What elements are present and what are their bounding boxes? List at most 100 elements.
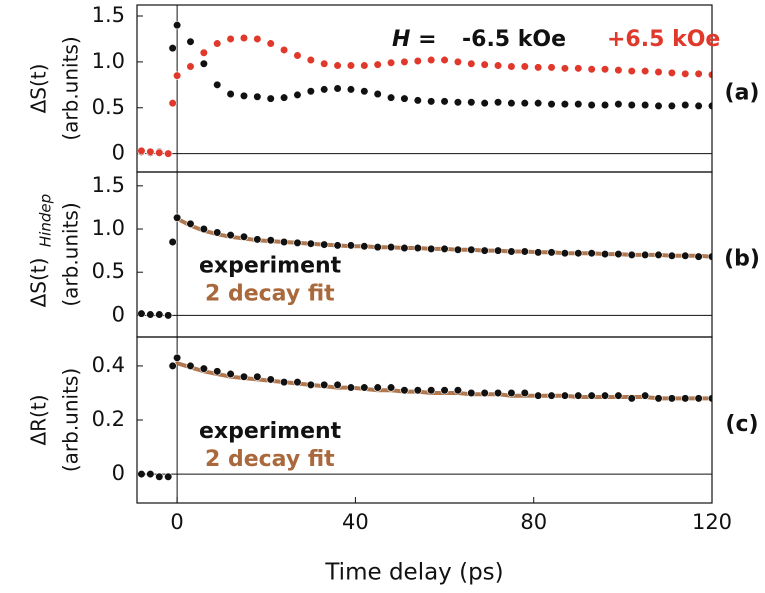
x-tick-label: 0 bbox=[170, 510, 183, 534]
y-tick-label: 1.5 bbox=[92, 3, 125, 27]
legend-label: 2 decay fit bbox=[205, 447, 335, 472]
data-point bbox=[547, 63, 556, 72]
data-point bbox=[186, 37, 195, 46]
y-axis-label: ΔS(t) bbox=[27, 64, 51, 114]
data-point bbox=[226, 89, 235, 99]
panel-label: (b) bbox=[724, 247, 760, 272]
data-point bbox=[600, 100, 610, 110]
data-point bbox=[293, 378, 302, 387]
data-point bbox=[146, 469, 155, 479]
x-axis-label: Time delay (ps) bbox=[324, 560, 503, 586]
panel-label: (c) bbox=[725, 412, 758, 437]
data-point bbox=[547, 99, 556, 109]
y-tick-label: 0 bbox=[112, 302, 125, 326]
data-point bbox=[467, 98, 476, 107]
data-point bbox=[641, 66, 650, 76]
legend-label: +6.5 kOe bbox=[607, 27, 720, 52]
data-point bbox=[440, 244, 449, 253]
data-point bbox=[600, 391, 610, 400]
data-point bbox=[199, 48, 208, 57]
data-point bbox=[654, 394, 663, 403]
data-point bbox=[306, 239, 315, 248]
data-point bbox=[400, 94, 409, 103]
data-point bbox=[453, 245, 463, 254]
y-tick-label: 0 bbox=[112, 141, 125, 165]
data-point bbox=[226, 230, 235, 240]
legend-label: 2 decay fit bbox=[205, 282, 335, 307]
plot-area bbox=[137, 213, 712, 320]
data-point bbox=[574, 391, 583, 400]
data-point bbox=[694, 101, 703, 111]
annotation: H = bbox=[392, 27, 437, 52]
data-point bbox=[279, 45, 289, 55]
x-tick-label: 120 bbox=[692, 510, 732, 534]
data-point bbox=[266, 236, 275, 245]
data-point bbox=[520, 247, 529, 256]
data-point bbox=[168, 44, 177, 53]
plot-area bbox=[137, 353, 712, 481]
data-point bbox=[667, 101, 676, 111]
data-point bbox=[654, 67, 663, 77]
data-point bbox=[239, 91, 249, 100]
y-tick-label: 0.2 bbox=[92, 407, 125, 431]
data-point bbox=[279, 378, 289, 387]
data-point bbox=[155, 472, 164, 481]
data-point bbox=[507, 99, 516, 108]
data-point bbox=[467, 245, 476, 254]
data-point bbox=[146, 147, 155, 156]
data-point bbox=[427, 386, 436, 395]
data-point bbox=[320, 85, 329, 94]
y-tick-label: 1.0 bbox=[92, 49, 125, 73]
data-point bbox=[614, 66, 623, 75]
data-point bbox=[667, 394, 676, 403]
data-point bbox=[137, 469, 146, 479]
data-point bbox=[427, 244, 436, 253]
data-point bbox=[333, 241, 342, 250]
data-point bbox=[253, 235, 262, 244]
data-point bbox=[137, 309, 146, 318]
data-point bbox=[681, 100, 690, 110]
data-point bbox=[186, 219, 195, 228]
data-point bbox=[400, 57, 409, 66]
data-point bbox=[173, 21, 182, 30]
data-point bbox=[168, 237, 177, 247]
data-point bbox=[654, 101, 663, 111]
data-point bbox=[440, 97, 449, 106]
data-point bbox=[320, 380, 329, 389]
data-point bbox=[627, 394, 636, 403]
data-point bbox=[239, 372, 249, 381]
data-point bbox=[373, 383, 382, 392]
data-point bbox=[155, 148, 164, 157]
data-point bbox=[168, 361, 177, 371]
data-point bbox=[667, 251, 676, 260]
data-point bbox=[440, 55, 449, 65]
data-point bbox=[587, 65, 596, 74]
data-point bbox=[373, 89, 382, 99]
data-point bbox=[547, 391, 556, 400]
data-point bbox=[560, 64, 570, 73]
data-point bbox=[480, 99, 489, 108]
y-axis-label-subscript: Hindep bbox=[37, 194, 55, 247]
data-point bbox=[694, 252, 703, 261]
data-point bbox=[164, 311, 173, 320]
data-point bbox=[707, 70, 712, 79]
data-point bbox=[520, 99, 529, 108]
data-point bbox=[293, 90, 302, 100]
data-point bbox=[306, 87, 315, 96]
data-point bbox=[173, 71, 182, 80]
y-tick-label: 0.5 bbox=[92, 95, 125, 119]
data-point bbox=[253, 372, 262, 381]
x-tick-label: 80 bbox=[520, 510, 547, 534]
data-point bbox=[266, 375, 275, 384]
data-point bbox=[627, 100, 636, 110]
data-point bbox=[346, 61, 356, 70]
frame bbox=[136, 336, 713, 504]
data-point bbox=[453, 57, 463, 66]
data-point bbox=[199, 59, 208, 68]
data-point bbox=[400, 386, 409, 395]
data-point bbox=[453, 98, 463, 107]
plot-area bbox=[137, 21, 712, 158]
data-point bbox=[534, 248, 543, 257]
y-axis-label: (arb.units) bbox=[59, 202, 83, 306]
data-point bbox=[279, 93, 289, 102]
